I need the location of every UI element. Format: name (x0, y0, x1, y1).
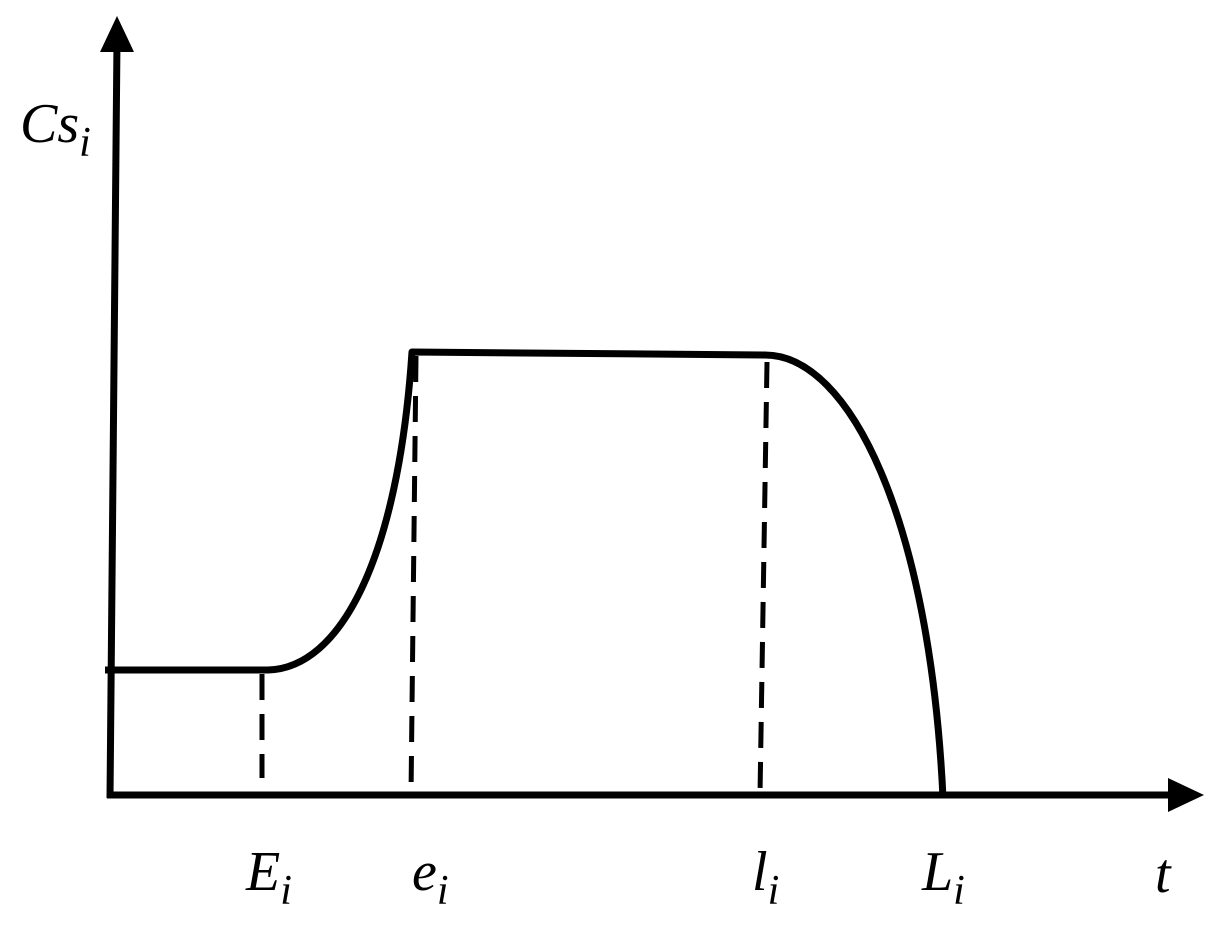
guide-e (408, 355, 419, 796)
label-sub: i (768, 868, 780, 914)
x-axis-arrow (1168, 778, 1204, 812)
guide-l (757, 361, 770, 796)
y-axis (106, 39, 121, 799)
x-label: Li (921, 841, 965, 914)
label-main: l (752, 841, 768, 903)
label-main: L (921, 841, 953, 903)
y-axis-label: Csi (20, 93, 91, 166)
y-axis-arrow (100, 16, 134, 52)
label-sub: i (79, 120, 91, 166)
label-sub: i (280, 868, 292, 914)
cs-curve (105, 348, 947, 799)
label-main: E (245, 841, 280, 903)
x-label: li (752, 841, 779, 914)
label-main: Cs (20, 93, 79, 155)
label-main: e (412, 841, 437, 903)
label-sub: i (437, 868, 449, 914)
x-label: Ei (245, 841, 292, 914)
x-axis-label: t (1155, 843, 1172, 905)
label-sub: i (953, 868, 965, 914)
x-label: ei (412, 841, 449, 914)
